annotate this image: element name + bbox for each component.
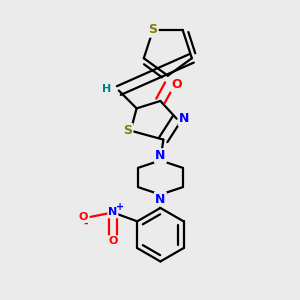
Text: O: O [171,78,182,91]
Text: H: H [102,84,112,94]
Text: S: S [123,124,132,137]
Text: +: + [116,202,124,212]
Text: O: O [78,212,88,222]
Text: -: - [84,218,88,228]
Text: O: O [108,236,118,246]
Text: S: S [148,23,158,37]
Text: N: N [155,149,166,162]
Text: N: N [108,207,118,218]
Text: N: N [155,193,166,206]
Text: N: N [179,112,189,125]
